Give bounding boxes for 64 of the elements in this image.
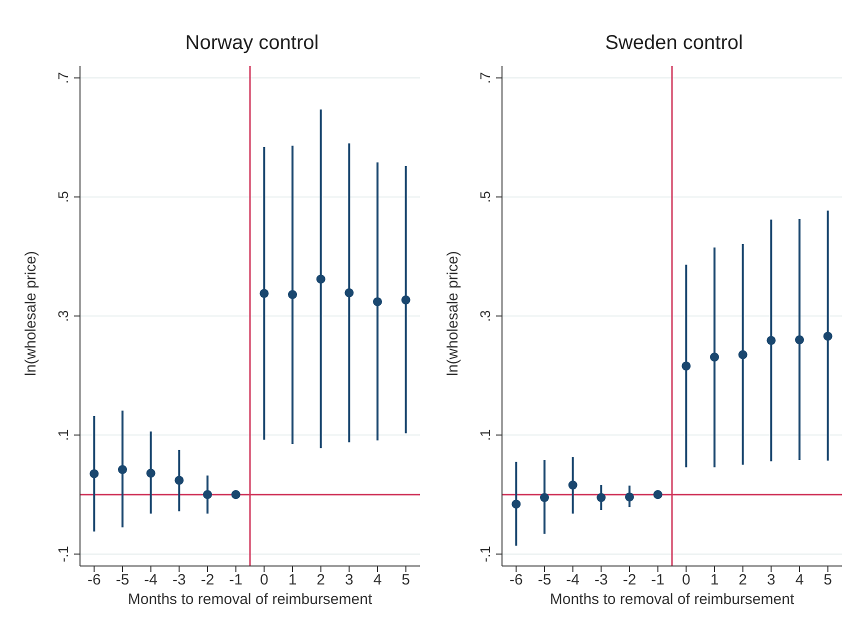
point: [231, 490, 240, 500]
point: [344, 288, 354, 298]
point: [624, 492, 634, 502]
x-axis-title: Months to removal of reimbursement: [550, 591, 795, 608]
x-tick-label: -2: [200, 572, 214, 589]
point: [174, 476, 184, 485]
x-tick-label: 1: [710, 572, 719, 589]
x-tick-label: 5: [824, 572, 832, 589]
x-tick-label: 0: [260, 572, 268, 589]
point: [823, 332, 832, 341]
x-tick-label: -6: [509, 572, 523, 589]
point: [540, 493, 550, 502]
point: [596, 493, 606, 502]
x-tick-label: 3: [766, 572, 776, 589]
point: [260, 288, 269, 298]
y-tick-label: -.1: [477, 546, 493, 562]
point: [512, 500, 521, 509]
x-tick-label: 4: [373, 572, 382, 589]
x-tick-label: 5: [402, 572, 410, 589]
x-tick-label: 0: [682, 572, 690, 589]
x-tick-label: -4: [144, 572, 158, 589]
point: [118, 465, 128, 474]
y-axis-title: ln(wholesale price): [22, 250, 40, 376]
point: [766, 336, 776, 345]
y-tick-label: .3: [477, 310, 493, 322]
point: [653, 490, 662, 500]
chart-title: Norway control: [184, 31, 320, 56]
point: [682, 361, 691, 371]
x-tick-label: -1: [229, 572, 243, 589]
x-tick-label: -4: [566, 572, 580, 589]
point: [401, 295, 410, 304]
x-tick-label: -5: [538, 572, 552, 589]
point: [202, 490, 212, 500]
x-axis-title: Months to removal of reimbursement: [128, 591, 373, 608]
point: [146, 468, 156, 478]
x-tick-label: 4: [795, 572, 804, 589]
y-tick-label: .5: [477, 190, 493, 203]
point: [738, 350, 748, 360]
y-tick-label: .5: [55, 190, 71, 203]
y-tick-label: .1: [55, 429, 71, 441]
x-tick-label: -2: [622, 572, 636, 589]
y-tick-label: .7: [477, 72, 493, 84]
point: [372, 297, 382, 306]
point: [288, 290, 298, 300]
point: [316, 274, 326, 284]
point: [90, 469, 99, 478]
x-tick-label: -3: [172, 572, 186, 589]
x-tick-label: 3: [344, 572, 354, 589]
x-tick-label: -3: [594, 572, 608, 589]
y-tick-label: .7: [55, 72, 71, 84]
chart-title: Sweden control: [604, 31, 744, 56]
y-tick-label: .1: [477, 429, 493, 441]
point: [568, 480, 578, 490]
x-tick-label: 2: [316, 572, 326, 589]
y-tick-label: -.1: [55, 546, 71, 562]
point: [794, 335, 804, 344]
x-tick-label: 2: [738, 572, 748, 589]
x-tick-label: -6: [87, 572, 101, 589]
x-tick-label: 1: [288, 572, 297, 589]
x-tick-label: -1: [651, 572, 665, 589]
y-axis-title: ln(wholesale price): [444, 250, 462, 376]
y-tick-label: .3: [55, 310, 71, 322]
x-tick-label: -5: [116, 572, 130, 589]
point: [710, 352, 720, 362]
